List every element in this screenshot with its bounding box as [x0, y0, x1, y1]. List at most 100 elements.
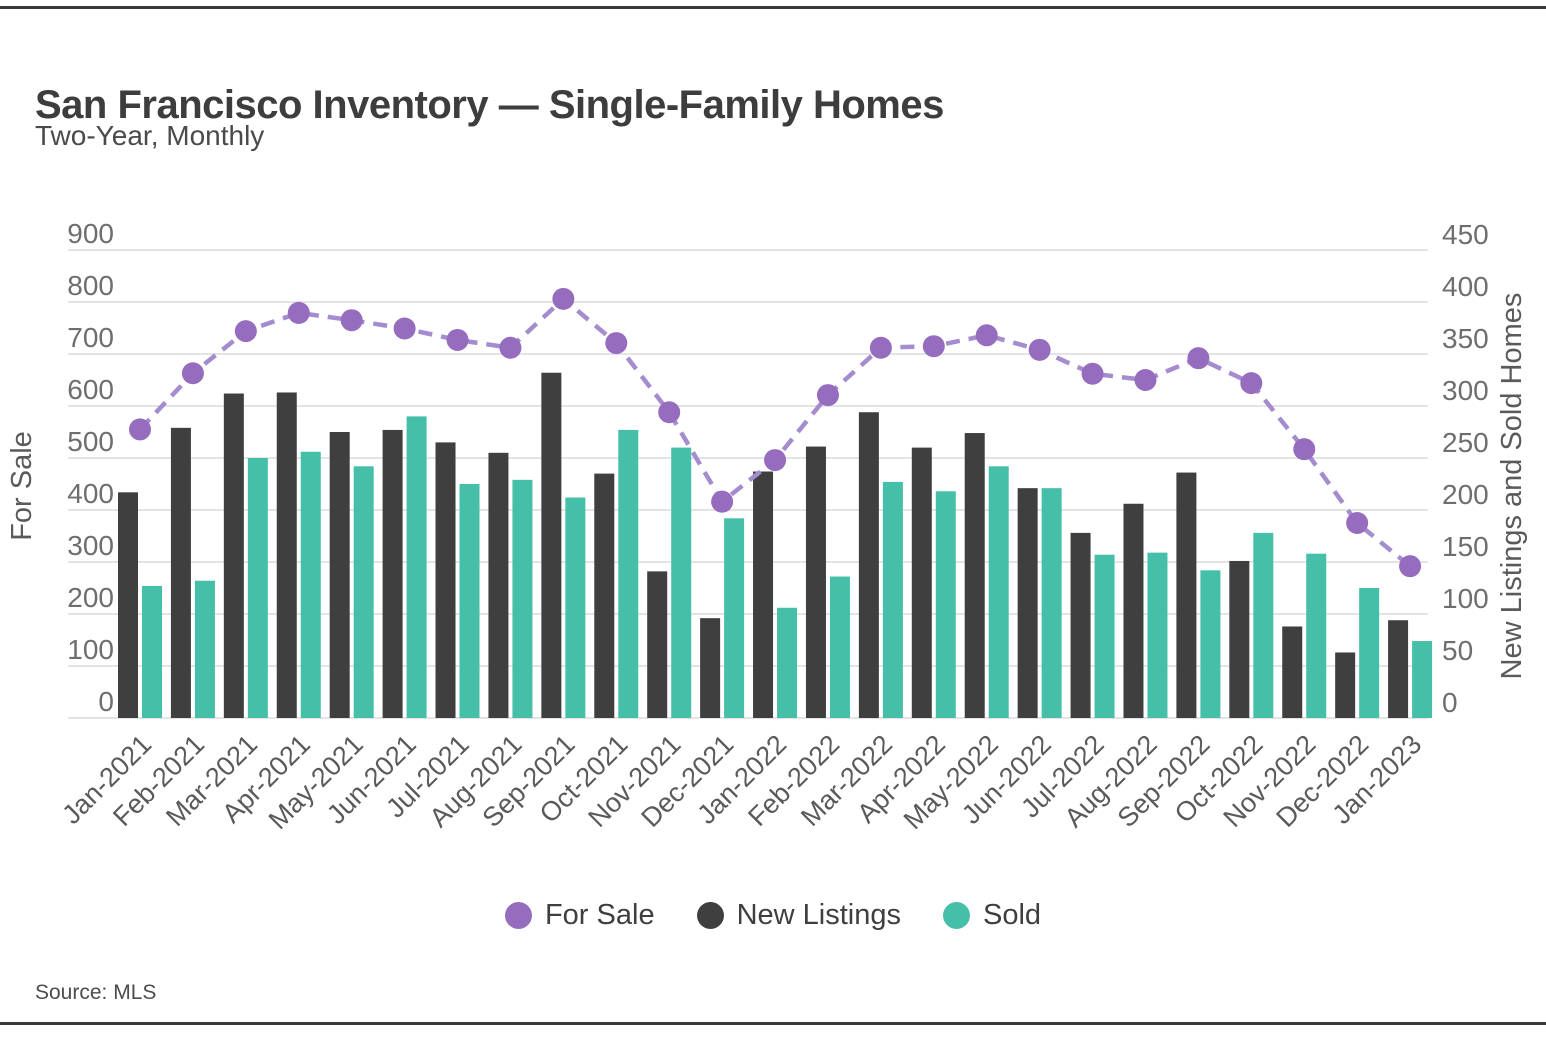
legend-item-sold: Sold	[942, 899, 1042, 932]
for-sale-point	[340, 309, 363, 332]
for-sale-point	[393, 317, 416, 340]
bar-new-listings	[1176, 472, 1197, 718]
for-sale-point	[975, 324, 998, 347]
for-sale-point	[1293, 438, 1316, 461]
bar-new-listings	[1388, 620, 1409, 718]
y-axis-tick-right: 150	[1442, 531, 1489, 562]
for-sale-point	[1134, 369, 1157, 391]
bar-sold	[1094, 554, 1115, 718]
for-sale-point	[922, 335, 945, 358]
bar-new-listings	[488, 452, 509, 718]
for-sale-point	[129, 418, 151, 441]
bar-new-listings	[1123, 503, 1144, 718]
bar-sold	[1412, 641, 1433, 718]
for-sale-point	[1187, 347, 1210, 370]
bar-new-listings	[700, 618, 721, 718]
legend-label: For Sale	[544, 899, 655, 931]
y-axis-title-right: New Listings and Sold Homes	[1496, 293, 1528, 680]
bar-sold	[1200, 570, 1221, 718]
page-title: San Francisco Inventory — Single-Family …	[35, 82, 944, 127]
legend-label: New Listings	[736, 899, 901, 931]
source-note: Source: MLS	[35, 981, 157, 1004]
for-sale-point	[1399, 555, 1422, 578]
for-sale-point	[764, 449, 787, 472]
bar-new-listings	[382, 429, 403, 718]
bar-sold	[565, 497, 586, 718]
bar-sold	[1253, 532, 1274, 718]
for-sale-point	[1028, 338, 1051, 361]
for-sale-point	[234, 320, 257, 343]
bar-new-listings	[647, 571, 668, 718]
for-sale-point	[605, 332, 628, 355]
y-axis-tick-left: 200	[67, 582, 114, 613]
bar-sold	[406, 416, 427, 718]
bar-sold	[353, 466, 374, 718]
bar-new-listings	[329, 432, 350, 718]
y-axis-tick-left: 800	[67, 270, 114, 301]
bar-new-listings	[1070, 532, 1091, 718]
bar-new-listings	[118, 492, 138, 718]
y-axis-tick-left: 600	[67, 374, 114, 405]
y-axis-tick-left: 500	[67, 426, 114, 457]
legend-dot-icon	[504, 902, 532, 929]
for-sale-point	[816, 384, 839, 407]
for-sale-point	[711, 490, 734, 513]
for-sale-point	[552, 287, 575, 310]
bar-sold	[1041, 488, 1062, 718]
for-sale-point	[1081, 362, 1104, 385]
bar-sold	[1306, 553, 1327, 718]
bar-sold	[988, 466, 1009, 718]
legend-label: Sold	[982, 899, 1042, 931]
bar-new-listings	[170, 427, 191, 718]
bar-new-listings	[805, 446, 826, 718]
bar-new-listings	[276, 392, 297, 718]
bar-sold	[724, 518, 745, 718]
for-sale-point	[499, 336, 522, 359]
top-rule	[0, 6, 1546, 9]
bar-new-listings	[1229, 560, 1250, 718]
y-axis-tick-left: 300	[67, 530, 114, 561]
bar-sold	[671, 447, 692, 718]
bar-new-listings	[858, 412, 879, 718]
bar-sold	[829, 576, 850, 718]
y-axis-title-left: For Sale	[6, 431, 38, 541]
y-axis-tick-left: 400	[67, 478, 114, 509]
y-axis-tick-right: 50	[1442, 635, 1473, 666]
bar-sold	[1359, 588, 1380, 718]
y-axis-tick-right: 0	[1442, 687, 1458, 718]
bar-sold	[194, 580, 215, 718]
for-sale-point	[1346, 512, 1369, 534]
y-axis-tick-left: 0	[98, 686, 114, 717]
y-axis-tick-right: 250	[1442, 427, 1489, 458]
bar-new-listings	[911, 447, 932, 718]
legend-item-for-sale: For Sale	[504, 899, 655, 932]
bar-new-listings	[1017, 488, 1038, 718]
for-sale-point	[181, 362, 204, 385]
legend-dot-icon	[942, 902, 970, 929]
y-axis-tick-left: 900	[67, 218, 114, 249]
bar-sold	[882, 481, 903, 718]
page-subtitle: Two-Year, Monthly	[35, 120, 265, 151]
bar-new-listings	[1282, 626, 1303, 718]
bar-sold	[777, 607, 798, 718]
bar-sold	[459, 484, 480, 718]
bar-new-listings	[435, 442, 456, 718]
y-axis-tick-left: 100	[67, 634, 114, 665]
for-sale-point	[446, 328, 469, 351]
bar-new-listings	[753, 471, 774, 718]
chart-legend: For Sale New Listings Sold	[0, 899, 1546, 932]
y-axis-tick-right: 350	[1442, 323, 1489, 354]
bar-sold	[1147, 552, 1168, 718]
y-axis-tick-right: 100	[1442, 583, 1489, 614]
bar-sold	[142, 585, 162, 718]
bar-sold	[247, 458, 268, 718]
y-axis-tick-left: 700	[67, 322, 114, 353]
y-axis-tick-right: 300	[1442, 375, 1489, 406]
bar-new-listings	[1335, 652, 1356, 718]
bar-new-listings	[594, 473, 615, 718]
bar-sold	[618, 429, 639, 718]
for-sale-point	[287, 301, 310, 324]
y-axis-tick-right: 200	[1442, 479, 1489, 510]
y-axis-tick-right: 400	[1442, 271, 1489, 302]
